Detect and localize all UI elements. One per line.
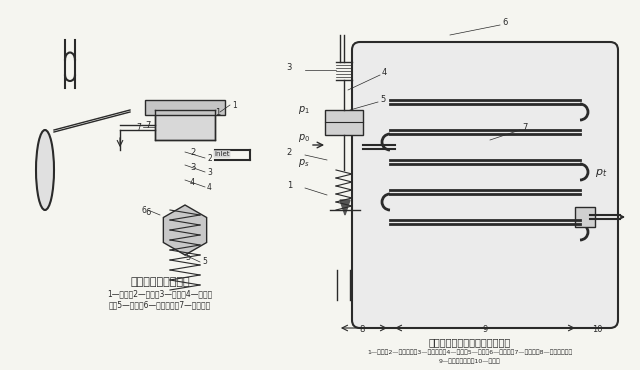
Text: 4: 4 xyxy=(190,178,195,187)
Text: 内平衡式热力膨胀阀: 内平衡式热力膨胀阀 xyxy=(130,277,190,287)
Text: 簧；5—出口；6—调整螺母；7—内平衡管: 簧；5—出口；6—调整螺母；7—内平衡管 xyxy=(109,300,211,309)
Bar xyxy=(575,207,595,227)
Text: 9—过热蒸气部分；10—感温包: 9—过热蒸气部分；10—感温包 xyxy=(439,358,501,364)
Text: 7: 7 xyxy=(145,121,150,130)
FancyBboxPatch shape xyxy=(352,42,618,328)
Text: 8: 8 xyxy=(359,325,365,334)
Text: $p_s$: $p_s$ xyxy=(298,157,310,169)
Text: 7: 7 xyxy=(522,123,527,132)
Polygon shape xyxy=(340,200,350,215)
Text: 1: 1 xyxy=(287,181,292,190)
Bar xyxy=(145,100,225,115)
Text: 6: 6 xyxy=(141,205,146,215)
Text: 4: 4 xyxy=(207,182,212,192)
Text: 1: 1 xyxy=(215,108,220,117)
Text: 2: 2 xyxy=(207,154,212,162)
Text: 6: 6 xyxy=(502,18,508,27)
Text: $p_0$: $p_0$ xyxy=(298,132,310,144)
Text: 3: 3 xyxy=(287,63,292,72)
Text: 7: 7 xyxy=(136,122,141,131)
Text: inlet: inlet xyxy=(214,151,230,157)
Text: 3: 3 xyxy=(190,163,195,172)
Text: 1—针阀；2—过热弹簧；3—调节螺钉；4—膜片；5—推杆；6—毛细管；7—蒸发器；8—液态气部分；: 1—针阀；2—过热弹簧；3—调节螺钉；4—膜片；5—推杆；6—毛细管；7—蒸发器… xyxy=(367,349,573,355)
Text: 5: 5 xyxy=(185,253,190,262)
Text: $p_1$: $p_1$ xyxy=(298,104,310,116)
Text: 1: 1 xyxy=(232,101,237,110)
Text: 5: 5 xyxy=(202,258,207,266)
Text: 内平衡式热力膨胀阀的调节原理: 内平衡式热力膨胀阀的调节原理 xyxy=(429,337,511,347)
Bar xyxy=(325,110,363,135)
Text: 2: 2 xyxy=(190,148,195,157)
Text: $p_t$: $p_t$ xyxy=(595,167,607,179)
Text: 6: 6 xyxy=(145,208,150,217)
Ellipse shape xyxy=(36,130,54,210)
Text: 10: 10 xyxy=(592,325,602,334)
Text: 5: 5 xyxy=(380,95,385,104)
Text: 9: 9 xyxy=(483,325,488,334)
Bar xyxy=(155,110,215,140)
Text: 2: 2 xyxy=(287,148,292,157)
Text: 1—滤网；2—孔口；3—阀座；4—过热弹: 1—滤网；2—孔口；3—阀座；4—过热弹 xyxy=(108,289,212,299)
Text: 3: 3 xyxy=(207,168,212,176)
Text: 4: 4 xyxy=(382,68,387,77)
